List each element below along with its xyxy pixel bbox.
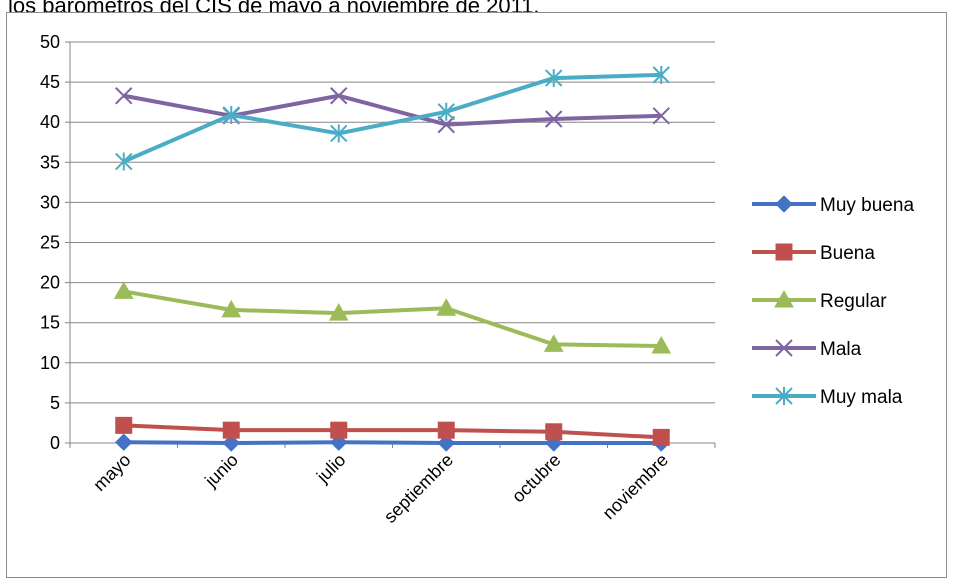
legend: Muy buena Buena Regular Mala Muy mala	[752, 195, 914, 408]
y-tick-label: 20	[40, 273, 60, 293]
x-tick-label: junio	[200, 450, 242, 492]
data-point	[545, 110, 563, 128]
y-tick-label: 10	[40, 353, 60, 373]
series-muy-buena	[115, 433, 670, 452]
y-tick-label: 0	[50, 433, 60, 453]
legend-item: Regular	[752, 289, 887, 312]
data-point	[437, 434, 455, 452]
legend-marker	[775, 387, 793, 405]
x-tick-label: septiembre	[380, 450, 457, 527]
data-point	[652, 65, 670, 84]
y-tick-label: 30	[40, 192, 60, 212]
y-tick-label: 35	[40, 152, 60, 172]
data-point	[543, 334, 564, 352]
series-line	[123, 423, 662, 440]
x-tick-label: mayo	[89, 450, 134, 495]
series-buena	[115, 416, 670, 446]
legend-marker	[775, 339, 793, 357]
x-tick-label: julio	[312, 450, 349, 487]
data-point	[222, 434, 240, 452]
series-line	[123, 289, 662, 348]
data-point	[545, 69, 563, 88]
data-point	[652, 428, 670, 446]
series-line	[123, 93, 662, 127]
legend-label: Muy buena	[820, 195, 914, 216]
gridlines	[65, 41, 715, 444]
y-tick-label: 45	[40, 72, 60, 92]
series-muy-mala	[115, 65, 670, 171]
data-point	[221, 299, 242, 318]
data-point	[113, 281, 134, 299]
y-tick-label: 40	[40, 112, 60, 132]
y-tick-label: 50	[40, 32, 60, 52]
legend-label: Regular	[820, 291, 887, 312]
legend-item: Muy buena	[752, 195, 914, 216]
data-point	[437, 115, 455, 134]
legend-marker	[775, 195, 793, 213]
chart-frame	[6, 12, 947, 578]
legend-label: Muy mala	[820, 387, 903, 408]
data-point	[545, 423, 563, 441]
data-point	[328, 303, 349, 321]
legend-item: Buena	[752, 243, 875, 264]
data-point	[437, 102, 455, 121]
data-point	[651, 335, 672, 354]
x-tick-label: octubre	[508, 450, 565, 507]
data-point	[222, 105, 240, 124]
data-point	[115, 152, 133, 171]
series-regular	[113, 281, 672, 354]
x-tick-label: noviembre	[599, 450, 673, 524]
data-point	[437, 421, 455, 439]
data-point	[652, 107, 670, 125]
data-point	[115, 433, 133, 451]
data-point	[115, 416, 133, 434]
legend-marker	[775, 243, 793, 261]
legend-label: Buena	[820, 243, 875, 264]
data-point	[330, 421, 348, 439]
data-point	[436, 298, 457, 316]
data-point	[222, 421, 240, 439]
series-line	[122, 72, 662, 164]
legend-item: Mala	[752, 339, 862, 360]
legend-marker	[774, 289, 794, 308]
y-tick-label: 15	[40, 313, 60, 333]
legend-item: Muy mala	[752, 387, 903, 408]
legend-label: Mala	[820, 339, 862, 360]
y-tick-label: 25	[40, 233, 60, 253]
series-mala	[115, 87, 670, 134]
series-line	[123, 440, 662, 445]
data-point	[330, 124, 348, 143]
y-tick-label: 5	[50, 393, 60, 413]
data-point	[330, 87, 348, 105]
data-point	[115, 87, 133, 105]
